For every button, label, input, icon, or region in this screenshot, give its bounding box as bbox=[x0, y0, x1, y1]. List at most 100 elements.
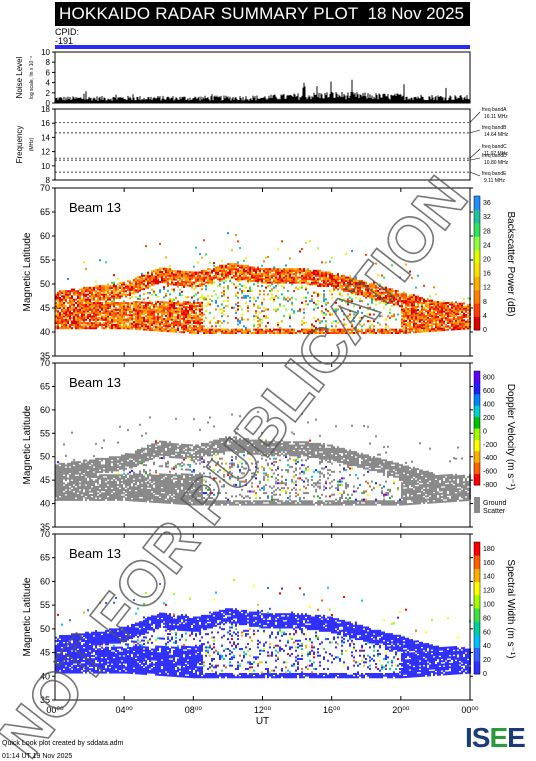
scatter-pixel bbox=[241, 328, 243, 331]
scatter-pixel bbox=[209, 273, 211, 276]
scatter-pixel bbox=[425, 315, 427, 318]
scatter-pixel bbox=[127, 308, 129, 311]
scatter-pixel bbox=[305, 269, 307, 272]
frequency-panel-frame bbox=[54, 108, 471, 181]
scatter-pixel bbox=[71, 480, 73, 483]
scatter-pixel bbox=[165, 330, 167, 333]
scatter-pixel bbox=[189, 284, 191, 287]
scatter-pixel bbox=[131, 302, 133, 305]
scatter-pixel bbox=[247, 305, 249, 308]
scatter-pixel bbox=[101, 296, 103, 299]
scatter-pixel bbox=[137, 289, 139, 292]
scatter-pixel bbox=[225, 279, 227, 282]
scatter-pixel bbox=[231, 268, 233, 271]
scatter-pixel bbox=[69, 305, 71, 308]
scatter-pixel bbox=[77, 315, 79, 318]
scatter-pixel bbox=[73, 322, 75, 325]
scatter-pixel bbox=[107, 485, 109, 488]
scatter-pixel bbox=[147, 327, 149, 330]
scatter-pixel bbox=[129, 324, 131, 327]
scatter-pixel bbox=[73, 466, 75, 469]
scatter-pixel bbox=[105, 296, 107, 299]
scatter-pixel bbox=[81, 298, 83, 301]
scatter-pixel bbox=[111, 295, 113, 298]
cpid-bar bbox=[55, 45, 470, 49]
scatter-pixel bbox=[167, 273, 169, 276]
scatter-pixel bbox=[109, 286, 111, 289]
scatter-pixel bbox=[153, 282, 155, 285]
scatter-pixel bbox=[183, 282, 185, 285]
scatter-pixel bbox=[101, 457, 103, 460]
scatter-pixel bbox=[141, 276, 143, 279]
scatter-pixel bbox=[175, 275, 177, 278]
scatter-pixel bbox=[93, 318, 95, 321]
scatter-pixel bbox=[103, 295, 105, 298]
scatter-pixel bbox=[161, 317, 163, 320]
scatter-pixel bbox=[135, 311, 137, 314]
scatter-pixel bbox=[433, 328, 435, 331]
scatter-pixel bbox=[227, 274, 229, 277]
scatter-pixel bbox=[233, 330, 235, 333]
scatter-pixel bbox=[149, 318, 151, 321]
scatter-pixel bbox=[95, 286, 97, 289]
scatter-pixel bbox=[169, 298, 171, 301]
scatter-pixel bbox=[207, 332, 209, 334]
freq-tick-label: 18 bbox=[41, 105, 50, 114]
scatter-pixel bbox=[105, 286, 107, 289]
scatter-pixel bbox=[149, 317, 151, 320]
scatter-pixel bbox=[227, 284, 229, 287]
scatter-pixel bbox=[83, 312, 85, 315]
scatter-pixel bbox=[143, 321, 145, 324]
scatter-pixel bbox=[245, 328, 247, 331]
scatter-pixel bbox=[149, 276, 151, 279]
scatter-pixel bbox=[213, 276, 215, 279]
scatter-pixel bbox=[245, 326, 247, 329]
scatter-pixel bbox=[203, 330, 205, 333]
scatter-pixel bbox=[293, 328, 295, 331]
scatter-pixel bbox=[235, 278, 237, 281]
scatter-pixel bbox=[147, 280, 149, 283]
freq-band-name: freq bandB bbox=[482, 125, 507, 131]
scatter-pixel bbox=[61, 313, 63, 316]
scatter-pixel bbox=[117, 312, 119, 315]
scatter-pixel bbox=[261, 321, 263, 324]
scatter-pixel bbox=[91, 327, 93, 330]
scatter-pixel bbox=[151, 317, 153, 320]
scatter-pixel bbox=[91, 493, 93, 496]
scatter-pixel bbox=[67, 308, 69, 311]
scatter-pixel bbox=[123, 303, 125, 306]
scatter-pixel bbox=[153, 283, 155, 286]
scatter-pixel bbox=[79, 291, 81, 294]
scatter-pixel bbox=[91, 286, 93, 289]
scatter-pixel bbox=[309, 300, 311, 303]
scatter-pixel bbox=[165, 277, 167, 280]
scatter-pixel bbox=[157, 307, 159, 310]
scatter-pixel bbox=[157, 310, 159, 313]
scatter-pixel bbox=[81, 290, 83, 293]
scatter-pixel bbox=[105, 295, 107, 298]
colorbar-tick-label: 28 bbox=[483, 228, 491, 235]
scatter-pixel bbox=[119, 318, 121, 321]
scatter-pixel bbox=[137, 309, 139, 312]
scatter-pixel bbox=[103, 291, 105, 294]
scatter-pixel bbox=[181, 307, 183, 310]
scatter-pixel bbox=[199, 310, 201, 313]
scatter-pixel bbox=[131, 324, 133, 327]
scatter-pixel bbox=[101, 293, 103, 296]
scatter-pixel bbox=[287, 290, 289, 292]
scatter-pixel bbox=[167, 281, 169, 284]
scatter-pixel bbox=[71, 296, 73, 299]
scatter-pixel bbox=[55, 293, 57, 296]
scatter-pixel bbox=[147, 286, 149, 289]
scatter-pixel bbox=[257, 266, 259, 269]
scatter-pixel bbox=[143, 326, 145, 329]
scatter-pixel bbox=[169, 301, 171, 304]
scatter-pixel bbox=[235, 330, 237, 333]
scatter-pixel bbox=[299, 286, 301, 289]
scatter-pixel bbox=[133, 322, 135, 325]
scatter-pixel bbox=[79, 302, 81, 304]
scatter-pixel bbox=[113, 285, 115, 288]
scatter-pixel bbox=[185, 277, 187, 280]
scatter-pixel bbox=[97, 295, 99, 298]
scatter-pixel bbox=[423, 298, 425, 301]
